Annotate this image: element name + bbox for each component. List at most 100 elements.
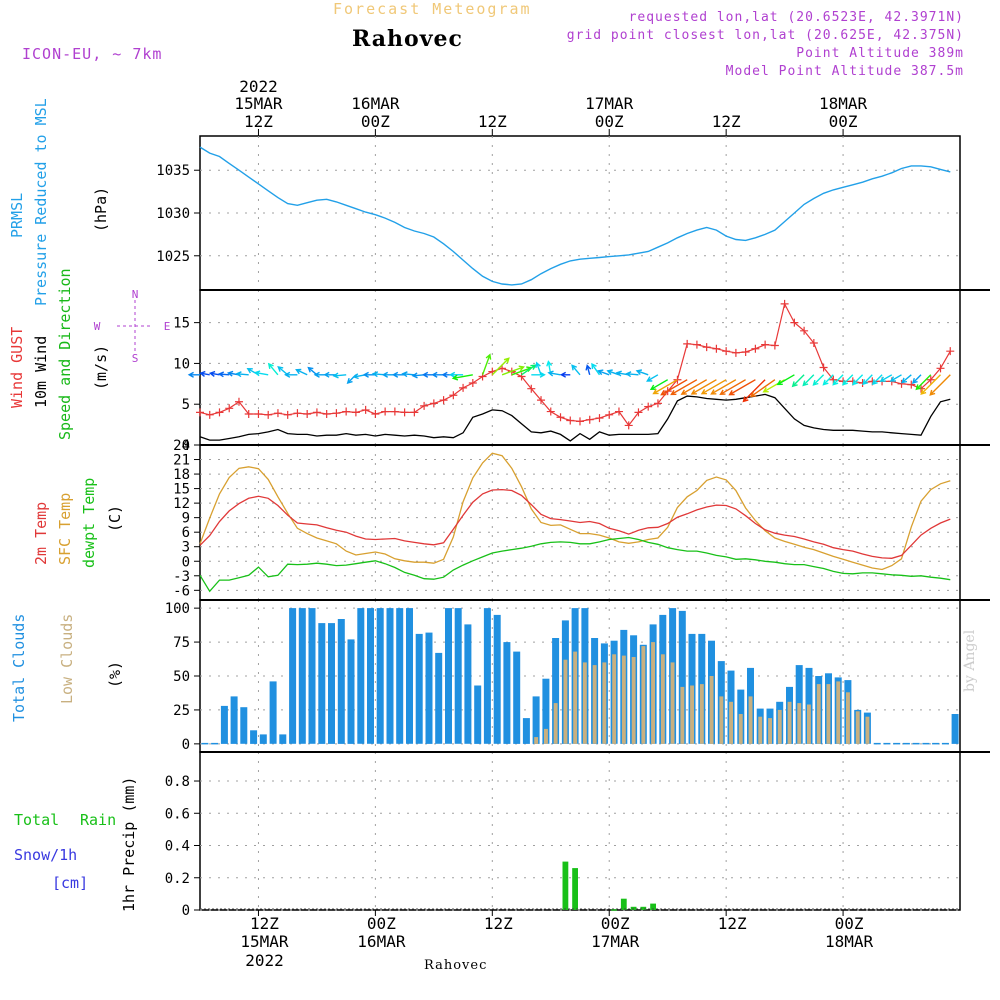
clouds-ytick-label: 100: [165, 601, 190, 617]
bottom-tick-hour: 00Z: [835, 914, 864, 933]
wind-gust-marker: [312, 408, 321, 417]
top-tick-hour: 00Z: [361, 112, 390, 131]
precip-ytick-label: 0.8: [165, 774, 190, 790]
top-tick-hour: 00Z: [595, 112, 624, 131]
pressure-ytick-label: 1030: [156, 206, 190, 222]
wind-gust-marker: [624, 421, 633, 430]
wind-gust-marker: [644, 402, 653, 411]
total-cloud-bar: [503, 642, 511, 744]
temperature-ytick-label: 12: [173, 496, 190, 512]
wind-direction-arrow: [670, 379, 698, 396]
total-cloud-bar: [922, 742, 930, 745]
wind-gust-marker: [244, 410, 253, 418]
total-cloud-bar: [289, 608, 297, 744]
wind-gust-marker: [770, 341, 779, 350]
wind-direction-arrow: [742, 379, 766, 403]
total-cloud-bar: [678, 610, 686, 744]
total-cloud-bar: [211, 742, 219, 745]
wind-label-gust: Wind GUST: [8, 327, 26, 408]
total-cloud-bar: [376, 608, 384, 744]
low-cloud-bar: [582, 662, 587, 744]
total-cloud-bar: [435, 652, 443, 744]
total-cloud-bar: [493, 614, 501, 744]
temperature-ytick-label: -3: [173, 569, 190, 585]
wind-direction-arrow: [929, 374, 951, 396]
total-cloud-bar: [328, 623, 335, 744]
pressure-unit: (hPa): [92, 187, 110, 232]
bottom-tick-year: 2022: [245, 951, 284, 970]
wind-direction-arrow: [920, 374, 941, 396]
wind-gust-marker: [342, 407, 351, 416]
low-cloud-bar: [553, 703, 558, 744]
precip-label-snow-unit: [cm]: [52, 874, 88, 892]
compass-south: S: [132, 352, 139, 365]
low-cloud-bar: [836, 681, 841, 744]
wind-gust-marker: [585, 415, 594, 424]
temperature-ytick-label: 6: [182, 525, 190, 541]
wind-gust-marker: [293, 409, 302, 418]
wind-direction-arrow: [391, 371, 405, 378]
wind-direction-arrow: [680, 379, 708, 395]
location-title: Rahovec: [352, 26, 463, 52]
total-cloud-bar: [941, 742, 949, 745]
wind-gust-marker: [741, 348, 750, 356]
wind-gust-marker: [722, 347, 731, 356]
wind-gust-marker: [566, 416, 575, 425]
wind-direction-arrow: [235, 371, 249, 378]
total-cloud-bar: [932, 742, 940, 745]
low-cloud-bar: [563, 659, 568, 744]
chart-subtitle: Forecast Meteogram: [333, 0, 532, 18]
wind-direction-arrow: [646, 374, 659, 382]
wind-gust-marker: [936, 364, 945, 373]
wind-direction-arrow: [660, 379, 688, 396]
low-cloud-bar: [641, 646, 646, 744]
wind-direction-arrow: [187, 371, 200, 378]
precip-panel-frame: [199, 751, 961, 911]
wind-gust-marker: [809, 339, 818, 348]
wind-gust-marker: [946, 347, 955, 356]
total-cloud-bar: [220, 705, 228, 744]
wind-gust-marker: [449, 391, 458, 400]
wind-direction-arrow: [851, 374, 864, 386]
wind-direction-arrow: [776, 374, 795, 386]
wind-ytick-label: 15: [173, 316, 190, 332]
wind-direction-arrow: [635, 369, 649, 376]
wind-gust-marker: [254, 410, 263, 418]
rain-bar: [630, 906, 637, 910]
total-cloud-bar: [893, 742, 901, 745]
total-cloud-bar: [474, 685, 482, 744]
wind-direction-arrow: [625, 371, 639, 378]
total-cloud-bar: [522, 718, 530, 744]
temperature-ytick-label: -6: [173, 583, 190, 599]
pressure-ytick-label: 1025: [156, 249, 190, 265]
wind-gust-marker: [926, 375, 935, 384]
pressure-ytick-label: 1035: [156, 163, 190, 179]
precip-label-snow: Snow/1h: [14, 846, 77, 864]
temperature-ytick-label: 24: [173, 438, 190, 454]
total-cloud-bar: [337, 619, 345, 744]
low-cloud-bar: [855, 711, 860, 744]
wind-direction-arrow: [401, 371, 415, 378]
low-cloud-bar: [758, 716, 763, 744]
wind-direction-arrow: [501, 365, 525, 376]
top-tick-year: 2022: [239, 77, 278, 96]
dewpoint-line: [199, 536, 951, 593]
low-cloud-bar: [807, 704, 811, 744]
total-cloud-bar: [912, 742, 920, 745]
wind-direction-arrow: [531, 371, 546, 378]
wind-gust-marker: [751, 344, 760, 353]
low-cloud-bar: [777, 709, 782, 744]
low-cloud-bar: [602, 662, 607, 744]
temp-unit: (C): [106, 505, 124, 532]
wind-gust-marker: [215, 408, 224, 417]
bottom-tick-hour: 12Z: [250, 914, 279, 933]
low-cloud-bar: [631, 657, 636, 744]
footer-location: Rahovec: [424, 958, 488, 973]
precip-ytick-label: 0.4: [165, 839, 190, 855]
top-tick-hour: 12Z: [712, 112, 741, 131]
wind-direction-arrow: [591, 362, 601, 376]
temperature-ytick-label: 21: [173, 453, 190, 469]
total-cloud-bar: [445, 608, 452, 744]
wind-ytick-label: 0: [182, 438, 190, 454]
